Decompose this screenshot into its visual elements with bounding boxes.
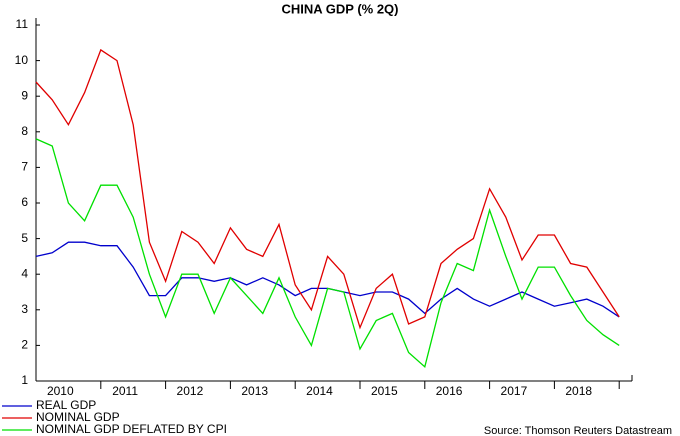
x-tick-label: 2014 bbox=[306, 384, 333, 398]
legend-label: NOMINAL GDP DEFLATED BY CPI bbox=[36, 422, 227, 436]
x-tick-label: 2015 bbox=[371, 384, 398, 398]
x-tick-label: 2012 bbox=[177, 384, 204, 398]
x-tick-label: 2016 bbox=[436, 384, 463, 398]
y-tick-label: 1 bbox=[21, 373, 28, 387]
y-tick-label: 4 bbox=[21, 266, 28, 280]
y-tick-label: 7 bbox=[21, 160, 28, 174]
y-tick-label: 6 bbox=[21, 195, 28, 209]
x-tick-label: 2010 bbox=[47, 384, 74, 398]
x-tick-label: 2018 bbox=[565, 384, 592, 398]
x-tick-label: 2013 bbox=[241, 384, 268, 398]
y-tick-label: 10 bbox=[15, 53, 29, 67]
chart-title: CHINA GDP (% 2Q) bbox=[281, 1, 398, 16]
y-tick-label: 9 bbox=[21, 88, 28, 102]
source: Source: Thomson Reuters Datastream bbox=[484, 425, 672, 436]
line-series bbox=[35, 48, 620, 330]
x-tick-label: 2011 bbox=[112, 384, 138, 398]
y-tick-label: 3 bbox=[21, 302, 28, 316]
y-tick-label: 8 bbox=[21, 124, 28, 138]
y-tick-label: 5 bbox=[21, 231, 28, 245]
legend-label: NOMINAL GDP bbox=[36, 410, 120, 424]
y-tick-label: 2 bbox=[21, 338, 28, 352]
line-series bbox=[35, 138, 620, 368]
y-tick-label: 11 bbox=[16, 17, 29, 31]
x-tick-label: 2017 bbox=[501, 384, 528, 398]
legend-label: REAL GDP bbox=[36, 398, 96, 412]
